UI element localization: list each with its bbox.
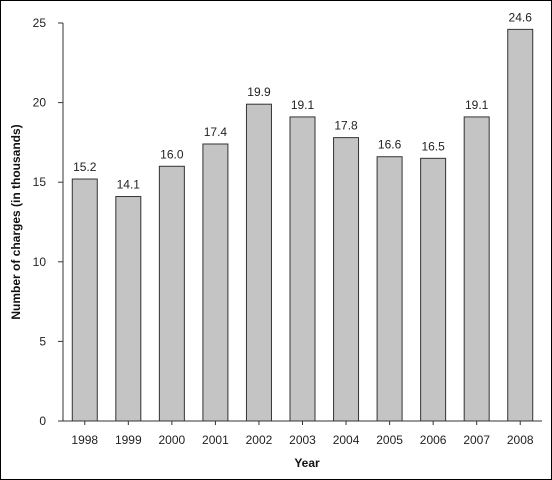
y-tick-label: 10 [33, 255, 47, 269]
data-labels: 15.2 14.1 16.0 17.4 19.9 19.1 17.8 16.6 16.5 19.1… [73, 10, 532, 191]
bar [507, 28, 534, 422]
bar [463, 116, 490, 422]
x-tick-label: 2006 [420, 433, 447, 447]
x-tick-label: 2001 [202, 433, 229, 447]
data-label: 19.9 [247, 85, 271, 99]
bar [245, 103, 272, 422]
bar [333, 137, 360, 422]
data-label: 17.4 [204, 125, 228, 139]
data-label: 24.6 [509, 10, 533, 24]
y-tick-label: 0 [39, 414, 46, 428]
data-label: 19.1 [465, 98, 489, 112]
bar [115, 196, 142, 422]
data-label: 17.8 [334, 119, 358, 133]
x-tick-label: 2003 [289, 433, 316, 447]
x-axis-title: Year [294, 456, 320, 470]
data-label: 16.5 [421, 139, 445, 153]
data-label: 16.0 [160, 147, 184, 161]
x-tick-label: 2004 [333, 433, 360, 447]
bars [71, 28, 534, 422]
y-tick-label: 5 [39, 334, 46, 348]
y-axis: 0 5 10 15 20 25 [33, 16, 64, 428]
data-label: 14.1 [117, 178, 141, 192]
x-tick-label: 2005 [376, 433, 403, 447]
bar [202, 143, 229, 422]
data-label: 19.1 [291, 98, 315, 112]
x-tick-label: 2002 [246, 433, 273, 447]
data-label: 16.6 [378, 138, 402, 152]
y-tick-label: 20 [33, 96, 47, 110]
bar [158, 165, 185, 422]
x-tick-label: 1998 [71, 433, 98, 447]
bar [420, 157, 447, 422]
x-tick-label: 1999 [115, 433, 142, 447]
y-tick-label: 25 [33, 16, 47, 30]
x-tick-label: 2008 [507, 433, 534, 447]
bar [376, 156, 403, 422]
x-tick-label: 2007 [463, 433, 490, 447]
x-axis: 1998 1999 2000 2001 2002 2003 2004 2005 2006 2007… [63, 420, 542, 447]
bar [71, 178, 98, 422]
y-tick-label: 15 [33, 175, 47, 189]
bar [289, 116, 316, 422]
y-axis-title: Number of charges (in thousands) [9, 124, 23, 319]
data-label: 15.2 [73, 160, 97, 174]
x-tick-label: 2000 [159, 433, 186, 447]
